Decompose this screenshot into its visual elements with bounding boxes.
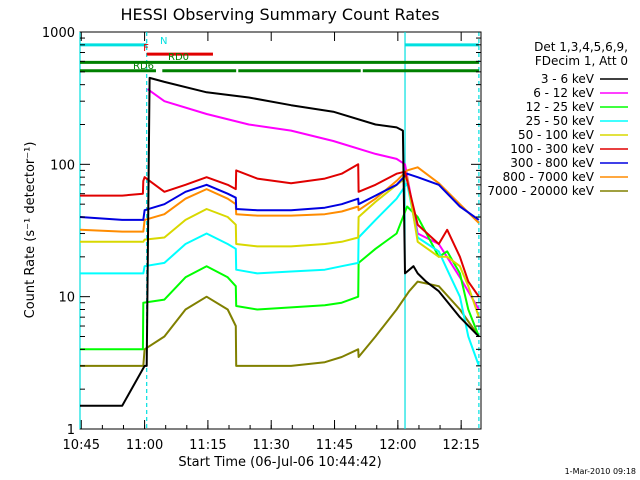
series-line-300-800-kev	[79, 172, 480, 221]
series-line-7000-20000-kev	[80, 280, 480, 367]
series-line-100-300-kev	[80, 163, 480, 298]
x-tick-label-11-15: 11:15	[189, 438, 226, 453]
series-line-25-50-kev	[80, 182, 480, 367]
x-axis-ticks: 10:45 11:00 11:15 11:30 11:45 12:00 12:15	[63, 32, 480, 453]
legend-label-100-300-kev: 100 - 300 keV	[510, 142, 594, 156]
series-line-3-6-kev	[80, 76, 480, 407]
legend: Det 1,3,4,5,6,9, FDecim 1, Att 0 3 - 6 k…	[487, 40, 628, 198]
flag-label-rd0: RD0	[168, 52, 189, 63]
flag-label-n: N	[160, 36, 167, 47]
x-tick-label-12-00: 12:00	[379, 438, 416, 453]
legend-label-12-25-kev: 12 - 25 keV	[526, 100, 595, 114]
series-line-6-12-kev	[146, 88, 480, 311]
series-line-800-7000-kev	[79, 166, 480, 233]
legend-label-50-100-kev: 50 - 100 keV	[518, 128, 595, 142]
y-tick-label-100: 100	[50, 158, 75, 173]
x-axis-label: Start Time (06-Jul-06 10:44:42)	[178, 455, 381, 470]
y-axis-label: Count Rate (s⁻¹ detector⁻¹)	[23, 142, 38, 319]
series-line-12-25-kev	[80, 205, 480, 351]
plot-frame	[79, 31, 482, 430]
legend-label-3-6-kev: 3 - 6 keV	[541, 72, 595, 86]
y-tick-label-10: 10	[58, 291, 75, 306]
footer-timestamp: 1-Mar-2010 09:18	[565, 467, 636, 476]
flag-bars: NF RD0 RD6	[80, 36, 479, 73]
legend-label-300-800-kev: 300 - 800 keV	[510, 156, 594, 170]
series-line-50-100-kev	[80, 176, 480, 318]
chart-title: HESSI Observing Summary Count Rates	[120, 5, 439, 24]
y-tick-label-1: 1	[67, 423, 75, 438]
series-lines	[79, 76, 480, 407]
x-tick-label-11-00: 11:00	[126, 438, 163, 453]
x-tick-label-11-45: 11:45	[316, 438, 353, 453]
legend-label-25-50-kev: 25 - 50 keV	[526, 114, 595, 128]
x-tick-label-10-45: 10:45	[63, 438, 100, 453]
y-tick-label-1000: 1000	[42, 26, 75, 41]
legend-label-7000-20000-kev: 7000 - 20000 keV	[487, 184, 594, 198]
x-tick-label-12-15: 12:15	[442, 438, 479, 453]
legend-header-line-2: FDecim 1, Att 0	[535, 54, 628, 68]
vertical-markers	[79, 32, 480, 429]
y-axis-ticks: 1 10 100 1000	[42, 26, 481, 438]
legend-label-6-12-kev: 6 - 12 keV	[533, 86, 595, 100]
x-tick-label-11-30: 11:30	[252, 438, 289, 453]
legend-label-800-7000-kev: 800 - 7000 keV	[503, 170, 595, 184]
legend-header-line-1: Det 1,3,4,5,6,9,	[534, 40, 628, 54]
flag-label-f: F	[143, 43, 149, 54]
flag-label-rd6: RD6	[133, 61, 154, 72]
